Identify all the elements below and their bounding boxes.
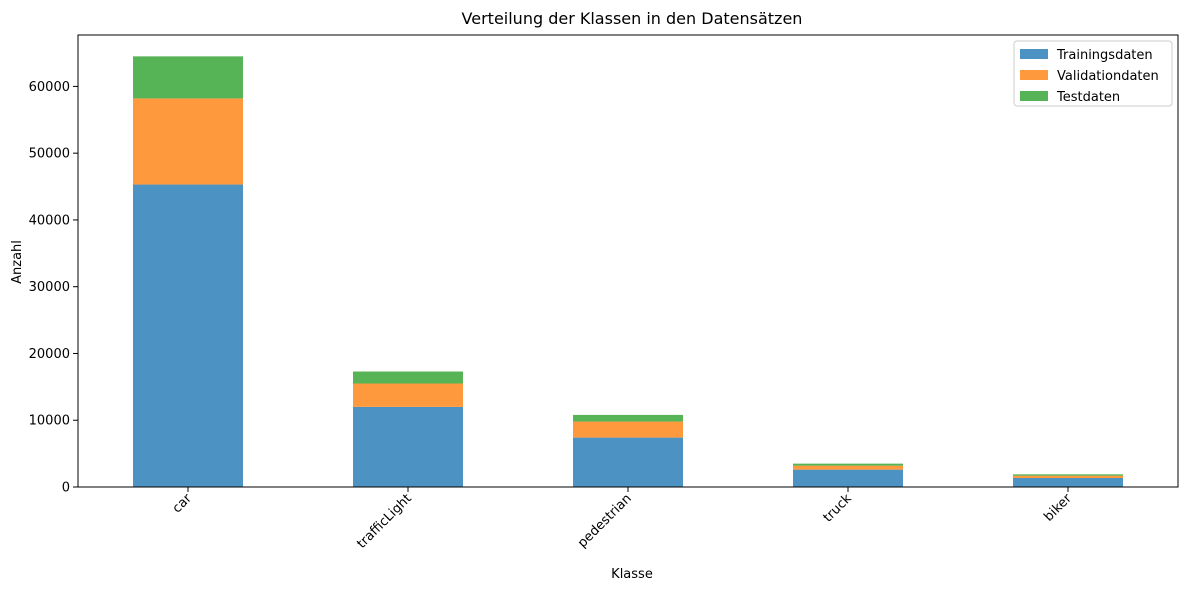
y-tick-label: 30000	[29, 280, 70, 295]
bar-trafficLight-trainingsdaten	[353, 406, 463, 487]
bar-car-validationdaten	[133, 98, 243, 185]
bar-pedestrian-validationdaten	[573, 421, 683, 438]
x-tick-label-car: car	[170, 491, 196, 517]
legend-label-trainingsdaten: Trainingsdaten	[1056, 48, 1153, 63]
x-axis-label: Klasse	[611, 567, 653, 582]
x-tick-label-trafficLight: trafficLight	[354, 491, 415, 552]
bar-car-testdaten	[133, 56, 243, 99]
y-tick-label: 40000	[29, 213, 70, 228]
x-tick-label-truck: truck	[821, 491, 856, 526]
bar-car-trainingsdaten	[133, 184, 243, 488]
bar-pedestrian-trainingsdaten	[573, 437, 683, 487]
y-tick-label: 0	[62, 481, 70, 496]
bars-group	[133, 56, 1123, 488]
y-axis-label: Anzahl	[10, 240, 25, 284]
legend-box	[1013, 40, 1173, 107]
x-tick-label-pedestrian: pedestrian	[575, 491, 635, 551]
legend-swatch-trainingsdaten	[1020, 49, 1048, 59]
bar-biker-trainingsdaten	[1013, 477, 1123, 487]
bar-trafficLight-validationdaten	[353, 383, 463, 407]
chart-title: Verteilung der Klassen in den Datensätze…	[462, 9, 803, 28]
x-tick-label-biker: biker	[1041, 491, 1075, 525]
bar-trafficLight-testdaten	[353, 371, 463, 384]
y-tick-label: 10000	[29, 414, 70, 429]
bar-pedestrian-testdaten	[573, 414, 683, 422]
x-axis: car trafficLight pedestrian truck biker	[170, 487, 1075, 552]
y-tick-label: 50000	[29, 147, 70, 162]
legend-label-testdaten: Testdaten	[1056, 90, 1120, 105]
bar-truck-validationdaten	[793, 465, 903, 470]
legend-swatch-validationdaten	[1020, 70, 1048, 80]
y-tick-label: 20000	[29, 347, 70, 362]
y-tick-label: 60000	[29, 80, 70, 95]
bar-biker-testdaten	[1013, 474, 1123, 476]
y-axis: 0 10000 20000 30000 40000 50000 60000	[29, 80, 78, 496]
legend: Trainingsdaten Validationdaten Testdaten	[1013, 40, 1173, 107]
bar-truck-trainingsdaten	[793, 469, 903, 487]
legend-swatch-testdaten	[1020, 91, 1048, 101]
legend-label-validationdaten: Validationdaten	[1057, 69, 1159, 84]
bar-truck-testdaten	[793, 463, 903, 466]
bar-biker-validationdaten	[1013, 475, 1123, 478]
